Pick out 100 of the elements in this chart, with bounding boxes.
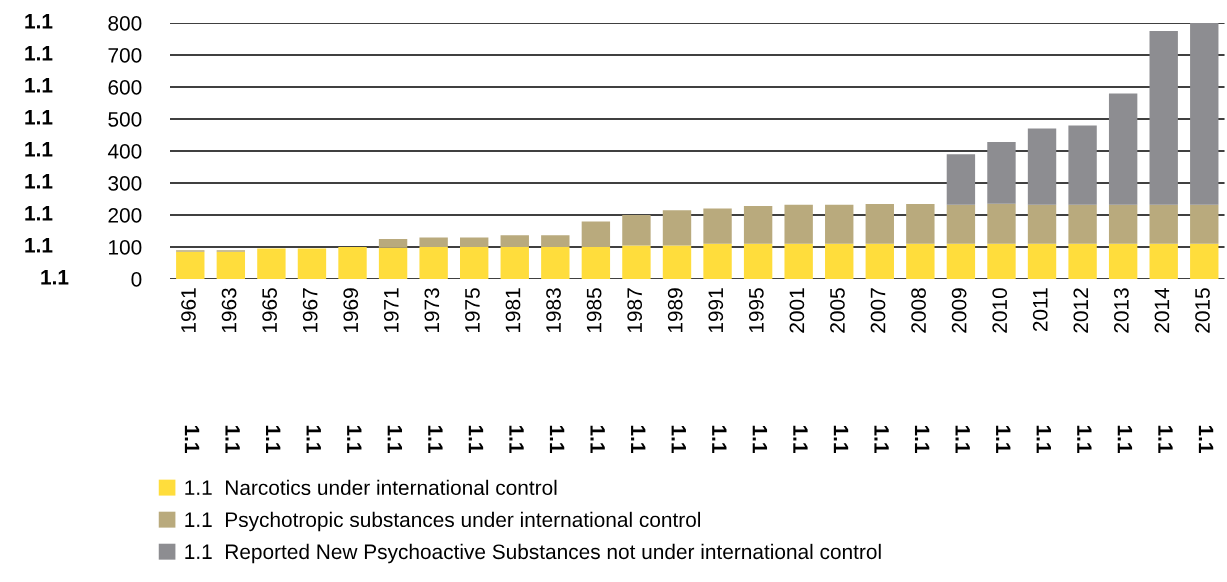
bar (541, 247, 570, 279)
x-tick-label: 2007 (870, 288, 886, 333)
bar (500, 247, 529, 279)
x-tick-label: 2008 (911, 288, 926, 333)
x-tick-label: 1987 (627, 288, 643, 333)
text: 1.1 (306, 425, 321, 453)
bar (906, 204, 935, 244)
bar (541, 235, 570, 247)
bar (1027, 243, 1057, 279)
x-tick-label: 2012 (1073, 288, 1089, 333)
text: 1.1 (590, 425, 605, 453)
text: 1.1 (387, 425, 403, 453)
x-tick-label: 1965 (262, 288, 277, 333)
x-tick-label: 2013 (1113, 288, 1129, 333)
bar (703, 243, 732, 279)
bar (1068, 243, 1097, 279)
bar (1108, 243, 1138, 279)
bar (1068, 125, 1097, 205)
bar (946, 154, 976, 205)
text: 1.1 (347, 425, 362, 453)
bar (500, 235, 529, 247)
bar (419, 247, 448, 279)
x-tick-label: 2005 (830, 288, 845, 333)
text: 1.1 (468, 425, 484, 453)
bar (825, 204, 854, 244)
bar (1149, 204, 1178, 244)
text: 1.1 (671, 425, 686, 453)
text: 1.1 (549, 425, 565, 453)
bar (1149, 243, 1178, 279)
x-tick-label: 1961 (181, 288, 196, 333)
x-tick-label: 2015 (1195, 288, 1210, 333)
text: 1.1 (25, 46, 53, 61)
text: 1.1 (25, 110, 53, 125)
text: 1.1 (1198, 425, 1214, 453)
bar (865, 243, 894, 279)
legend-label: 1.1 Psychotropic substances under international control (185, 511, 701, 532)
bar (1190, 23, 1219, 205)
bar (946, 243, 976, 279)
bar (703, 208, 732, 244)
x-tick-label: 2009 (951, 288, 967, 333)
text: 1.1 (509, 425, 524, 453)
text: 1.1 (41, 270, 69, 285)
y-tick-label: 600 (108, 80, 142, 95)
text: 1.1 (752, 425, 768, 453)
x-tick-label: 1967 (302, 288, 318, 333)
bar (743, 243, 773, 279)
bar (662, 245, 692, 279)
x-tick-label: 1981 (505, 288, 521, 333)
bar (257, 248, 286, 279)
x-tick-label: 1963 (221, 288, 237, 333)
y-tick-label: 200 (108, 208, 142, 223)
bar (581, 221, 611, 247)
text: 1.1 (1158, 425, 1173, 453)
text: 1.1 (793, 425, 808, 453)
text: 1.1 (25, 174, 53, 189)
text: 1.1 (631, 425, 646, 453)
y-tick-label: 400 (107, 144, 142, 159)
bar (1027, 204, 1057, 244)
bar (946, 204, 976, 244)
text: 1.1 (914, 425, 930, 453)
bar (460, 237, 489, 247)
bar (460, 247, 489, 279)
x-tick-label: 1969 (343, 288, 359, 333)
x-tick-label: 1973 (424, 288, 440, 333)
y-tick-label: 800 (108, 16, 142, 31)
y-tick-label: 0 (131, 272, 142, 287)
text: 1.1 (833, 425, 849, 453)
x-tick-label: 1991 (708, 288, 724, 333)
bar (338, 247, 367, 279)
bar (1068, 204, 1097, 244)
bar (1027, 128, 1057, 205)
x-tick-label: 1971 (383, 288, 399, 333)
text: 1.1 (955, 425, 970, 453)
bar (297, 248, 327, 279)
bar (825, 243, 854, 279)
bar (662, 210, 692, 246)
text: 1.1 (225, 425, 240, 453)
text: 1.1 (25, 142, 53, 157)
text: 1.1 (1036, 425, 1051, 453)
bar (1190, 204, 1219, 244)
bar (622, 245, 651, 279)
x-tick-label: 2014 (1154, 287, 1170, 333)
bar (216, 251, 246, 279)
legend-label: 1.1 Narcotics under international control (185, 479, 557, 496)
bar (1190, 243, 1219, 279)
x-tick-label: 2010 (992, 288, 1008, 333)
bar (987, 243, 1016, 279)
bar (1108, 204, 1138, 244)
text: 1.1 (25, 14, 53, 29)
text: 1.1 (25, 206, 53, 221)
y-tick-label: 700 (108, 48, 142, 63)
y-tick-label: 500 (108, 112, 142, 127)
x-tick-label: 1983 (546, 288, 561, 333)
text: 1.1 (874, 425, 889, 453)
text: 1.1 (266, 425, 281, 453)
x-tick-label: 1975 (465, 288, 480, 333)
bar (743, 206, 773, 244)
x-tick-label: 1995 (748, 288, 764, 333)
bar (419, 237, 448, 247)
bar (865, 204, 894, 244)
